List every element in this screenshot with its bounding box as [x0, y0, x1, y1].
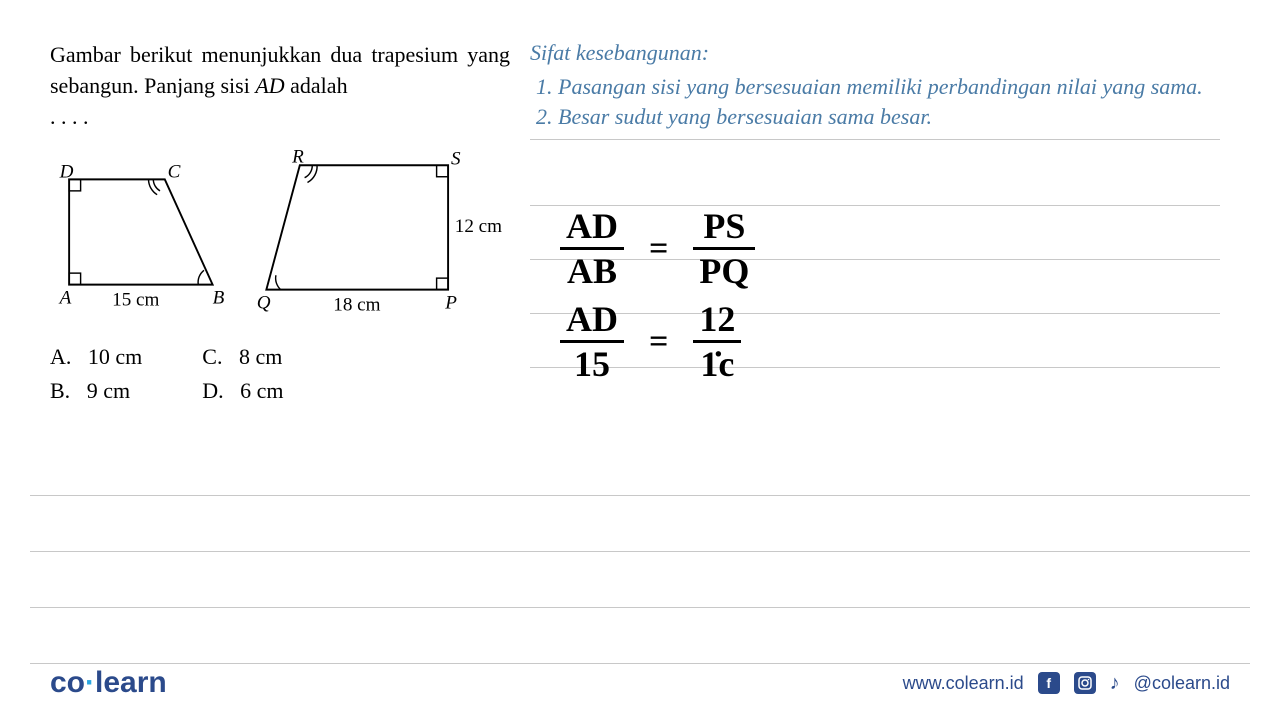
question-line3: adalah — [285, 73, 348, 98]
question-panel: Gambar berikut menunjukkan dua trapesium… — [50, 40, 510, 410]
equals-sign-2: = — [649, 323, 668, 361]
fraction-ad-15: AD 15 — [560, 298, 624, 385]
label-c: C — [168, 162, 181, 183]
explanation-list: Pasangan sisi yang bersesuaian memiliki … — [530, 72, 1220, 131]
fraction-ad-ab: AD AB — [560, 205, 624, 292]
equals-sign: = — [649, 230, 668, 268]
diagrams-row: D C A B 15 cm R S Q P 18 cm 12 cm — [50, 147, 510, 327]
label-d: D — [59, 162, 74, 183]
trap1-bottom-label: 15 cm — [112, 290, 159, 311]
question-text: Gambar berikut menunjukkan dua trapesium… — [50, 40, 510, 132]
tiktok-icon: ♪ — [1110, 672, 1120, 695]
explanation-item-1: Pasangan sisi yang bersesuaian memiliki … — [558, 72, 1220, 102]
answer-options: A. 10 cm B. 9 cm C. 8 cm D. 6 cm — [50, 342, 510, 410]
bottom-writing-lines — [30, 440, 1250, 664]
option-a: A. 10 cm — [50, 342, 142, 373]
footer-url: www.colearn.id — [903, 673, 1024, 694]
trap2-bottom-label: 18 cm — [333, 295, 380, 316]
question-line1: Gambar berikut menunjukkan dua trapesium — [50, 42, 458, 67]
fraction-12-18: 12 1̇c — [693, 298, 741, 385]
footer: co·learn www.colearn.id f ♪ @colearn.id — [0, 666, 1280, 700]
explanation-title: Sifat kesebangunan: — [530, 40, 1220, 66]
option-b: B. 9 cm — [50, 376, 142, 407]
logo-co: co — [50, 666, 85, 699]
option-c: C. 8 cm — [202, 342, 283, 373]
handwritten-work: AD AB = PS PQ AD 15 = 12 1̇c — [560, 205, 755, 391]
explanation-item-2: Besar sudut yang bersesuaian sama besar. — [558, 102, 1220, 132]
option-d: D. 6 cm — [202, 376, 283, 407]
label-a: A — [58, 288, 72, 309]
instagram-icon — [1074, 672, 1096, 694]
logo-learn: learn — [95, 666, 167, 699]
label-s: S — [451, 149, 461, 170]
facebook-icon: f — [1038, 672, 1060, 694]
trapezium-2: R S Q P 18 cm 12 cm — [252, 147, 510, 327]
trapezium-1: D C A B 15 cm — [50, 147, 232, 317]
label-b: B — [213, 288, 225, 309]
footer-handle: @colearn.id — [1134, 673, 1230, 694]
logo-dot: · — [85, 666, 95, 699]
trap2-right-label: 12 cm — [455, 217, 502, 238]
fraction-ps-pq: PS PQ — [693, 205, 755, 292]
question-variable: AD — [255, 73, 284, 98]
logo: co·learn — [50, 666, 167, 700]
footer-right: www.colearn.id f ♪ @colearn.id — [903, 672, 1230, 695]
label-r: R — [291, 147, 304, 167]
label-q: Q — [257, 293, 271, 314]
question-dots: . . . . — [50, 102, 510, 133]
label-p: P — [444, 293, 457, 314]
